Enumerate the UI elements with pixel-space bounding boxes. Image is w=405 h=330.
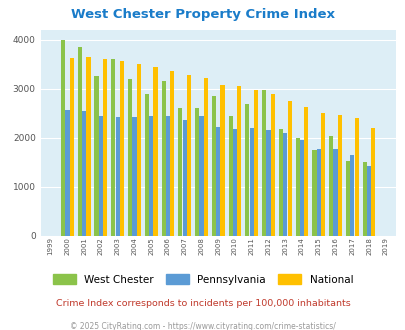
Bar	[61, 40, 65, 236]
Bar	[333, 148, 337, 236]
Bar	[115, 116, 119, 236]
Bar	[278, 129, 282, 236]
Bar	[287, 101, 291, 236]
Bar	[215, 127, 220, 236]
Bar	[111, 59, 115, 236]
Bar	[153, 67, 157, 236]
Bar	[270, 93, 274, 236]
Text: West Chester Property Crime Index: West Chester Property Crime Index	[71, 8, 334, 21]
Bar	[350, 155, 354, 236]
Bar	[311, 149, 316, 236]
Bar	[194, 108, 199, 236]
Bar	[254, 90, 258, 236]
Bar	[345, 161, 349, 236]
Bar	[182, 119, 186, 236]
Bar	[282, 133, 287, 236]
Bar	[166, 115, 170, 236]
Bar	[249, 128, 253, 236]
Bar	[70, 58, 74, 236]
Bar	[128, 79, 132, 236]
Bar	[299, 140, 303, 236]
Bar	[77, 48, 82, 236]
Bar	[237, 86, 241, 236]
Bar	[211, 96, 215, 236]
Text: © 2025 CityRating.com - https://www.cityrating.com/crime-statistics/: © 2025 CityRating.com - https://www.city…	[70, 322, 335, 330]
Bar	[266, 130, 270, 236]
Legend: West Chester, Pennsylvania, National: West Chester, Pennsylvania, National	[49, 271, 356, 288]
Bar	[328, 136, 333, 236]
Bar	[245, 104, 249, 236]
Bar	[220, 85, 224, 236]
Bar	[178, 108, 182, 236]
Bar	[103, 59, 107, 236]
Bar	[199, 116, 203, 236]
Bar	[303, 107, 308, 236]
Bar	[170, 71, 174, 236]
Text: Crime Index corresponds to incidents per 100,000 inhabitants: Crime Index corresponds to incidents per…	[55, 299, 350, 308]
Bar	[228, 115, 232, 236]
Bar	[187, 75, 191, 236]
Bar	[82, 111, 86, 236]
Bar	[119, 61, 124, 236]
Bar	[320, 113, 324, 236]
Bar	[98, 115, 103, 236]
Bar	[366, 166, 370, 236]
Bar	[362, 162, 366, 236]
Bar	[132, 116, 136, 236]
Bar	[203, 78, 207, 236]
Bar	[232, 129, 237, 236]
Bar	[371, 128, 375, 236]
Bar	[295, 138, 299, 236]
Bar	[337, 115, 341, 236]
Bar	[161, 81, 165, 236]
Bar	[86, 57, 90, 236]
Bar	[94, 76, 98, 236]
Bar	[316, 148, 320, 236]
Bar	[145, 93, 149, 236]
Bar	[65, 110, 69, 236]
Bar	[354, 118, 358, 236]
Bar	[136, 64, 141, 236]
Bar	[149, 116, 153, 236]
Bar	[261, 90, 266, 236]
